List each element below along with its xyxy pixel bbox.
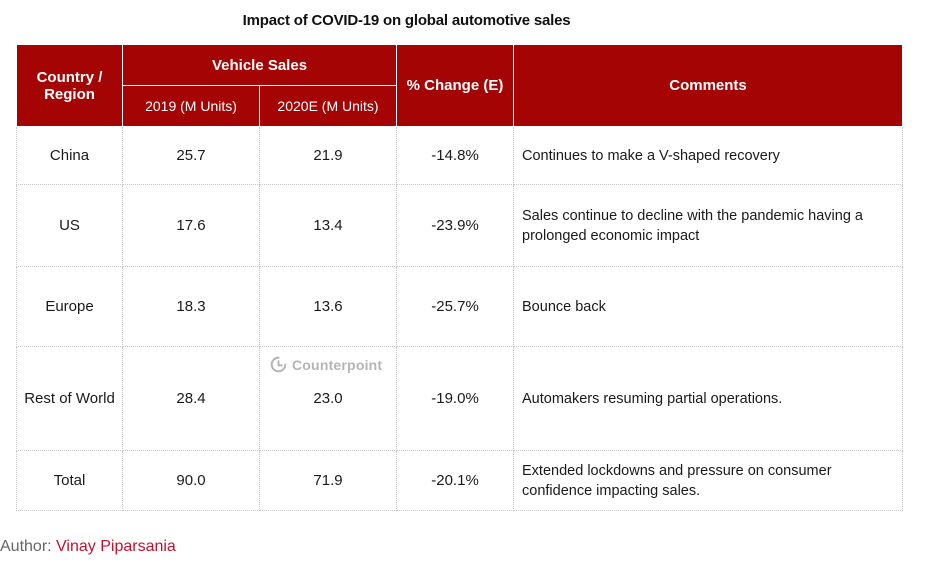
cell-change: -23.9% [396,184,515,267]
cell-2019: 25.7 [122,126,260,185]
author-credit: Author: Vinay Piparsania [0,538,176,556]
table-row: US 17.6 13.4 -23.9% Sales continue to de… [16,184,904,267]
header-2020e: 2020E (M Units) [258,85,398,127]
cell-region: China [16,126,123,185]
cell-comment: Bounce back [513,266,904,347]
cell-comment: Automakers resuming partial operations. [513,346,904,451]
cell-2020e: 13.6 [259,266,398,347]
cell-change: -19.0% [396,346,515,451]
header-vehicle-sales: Vehicle Sales [121,44,398,86]
chart-title: Impact of COVID-19 on global automotive … [242,12,571,29]
cell-2019: 18.3 [122,266,260,347]
watermark: Counterpoint [270,356,382,373]
cell-region: Total [16,450,123,511]
header-comments: Comments [513,44,904,127]
cell-region: Europe [16,266,123,347]
cell-2020e: 23.0 [259,346,398,451]
table-row: Rest of World 28.4 23.0 -19.0% Automaker… [16,346,904,451]
cell-2020e: 21.9 [259,126,398,185]
header-2019: 2019 (M Units) [122,85,260,127]
cell-comment: Continues to make a V-shaped recovery [513,126,904,185]
cell-2020e: 13.4 [259,184,398,267]
cell-region: Rest of World [16,346,123,451]
cell-comment: Extended lockdowns and pressure on consu… [513,450,904,511]
cell-change: -25.7% [396,266,515,347]
header-change: % Change (E) [396,44,515,127]
cell-2020e: 71.9 [259,450,398,511]
cell-2019: 28.4 [122,346,260,451]
cell-2019: 90.0 [122,450,260,511]
cell-comment: Sales continue to decline with the pande… [513,184,904,267]
watermark-text: Counterpoint [292,356,383,373]
table-row: China 25.7 21.9 -14.8% Continues to make… [16,126,904,185]
sales-table: Country / Region Vehicle Sales % Change … [16,44,904,511]
cell-change: -14.8% [396,126,515,185]
author-name-link[interactable]: Vinay Piparsania [56,538,176,555]
header-region: Country / Region [16,44,123,127]
cell-2019: 17.6 [122,184,260,267]
table-row: Europe 18.3 13.6 -25.7% Bounce back [16,266,904,347]
table-row: Total 90.0 71.9 -20.1% Extended lockdown… [16,450,904,511]
counterpoint-logo-icon [270,356,287,373]
cell-region: US [16,184,123,267]
cell-change: -20.1% [396,450,515,511]
author-label: Author: [0,538,52,555]
